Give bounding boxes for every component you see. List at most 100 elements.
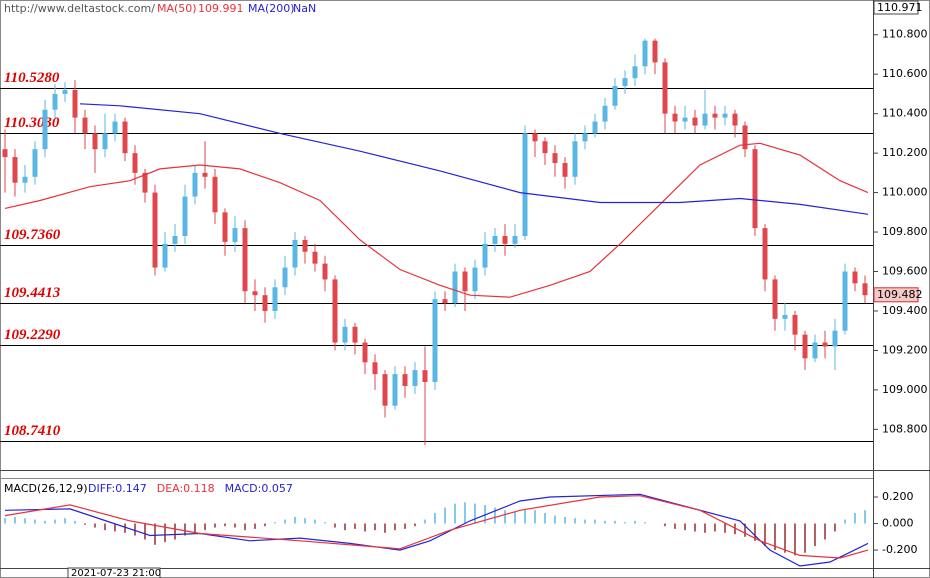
- candle-body: [642, 40, 648, 67]
- candle-body: [282, 267, 288, 288]
- candle-body: [532, 133, 538, 142]
- candle-body: [632, 66, 638, 79]
- candle-body: [172, 235, 178, 244]
- candle-body: [212, 176, 218, 213]
- top-price: 110.971: [877, 1, 923, 14]
- candle-body: [32, 149, 38, 177]
- candle-body: [312, 251, 318, 264]
- y-tick-label: 110.000: [882, 186, 928, 199]
- candle-body: [272, 287, 278, 311]
- candle-body: [602, 105, 608, 122]
- line-ma-50: [4, 142, 869, 298]
- candle-body: [462, 271, 468, 292]
- y-tick-label: 0.000: [882, 517, 914, 530]
- candle-body: [62, 89, 68, 94]
- candle-body: [432, 299, 438, 383]
- y-tick-label: 109.000: [882, 383, 928, 396]
- candle-body: [402, 374, 408, 386]
- y-tick-label: 110.200: [882, 146, 928, 159]
- source: http://www.deltastock.com/: [4, 2, 155, 15]
- y-tick-label: 108.800: [882, 422, 928, 435]
- candle-body: [852, 271, 858, 284]
- y-tick-label: 109.400: [882, 304, 928, 317]
- candle-body: [412, 370, 418, 386]
- level-label: 109.7360: [4, 227, 61, 243]
- candle-body: [552, 153, 558, 163]
- candle-body: [342, 326, 348, 343]
- y-tick-label: 109.800: [882, 225, 928, 238]
- candle-body: [192, 172, 198, 197]
- candle-body: [702, 113, 708, 126]
- candle-body: [622, 78, 628, 87]
- candle-body: [142, 172, 148, 193]
- candle-body: [722, 113, 728, 118]
- candle-body: [802, 334, 808, 359]
- candle-body: [542, 141, 548, 154]
- candle-body: [92, 133, 98, 150]
- candle-body: [692, 117, 698, 126]
- candle-body: [82, 117, 88, 134]
- y-tick-label: 109.600: [882, 265, 928, 278]
- candle-body: [832, 330, 838, 347]
- candle-body: [352, 326, 358, 343]
- candle-body: [512, 235, 518, 244]
- candle-body: [72, 89, 78, 118]
- top-price-box: [873, 0, 919, 15]
- candle-body: [122, 121, 128, 154]
- indicator-value: 109.991: [198, 2, 244, 15]
- candle-body: [522, 133, 528, 236]
- candle-body: [772, 279, 778, 319]
- candle-body: [712, 113, 718, 118]
- candle-body: [762, 228, 768, 280]
- level-label: 109.4413: [4, 285, 61, 301]
- candle-body: [322, 263, 328, 280]
- candle-body: [332, 279, 338, 343]
- candle-body: [262, 295, 268, 311]
- candle-body: [2, 149, 8, 158]
- y-tick-label: 109.200: [882, 343, 928, 356]
- candle-body: [842, 271, 848, 331]
- candle-body: [22, 176, 28, 183]
- last-price: 109.482: [877, 288, 923, 301]
- candle-body: [132, 153, 138, 173]
- candle-body: [792, 314, 798, 335]
- candle-body: [442, 299, 448, 304]
- indicator-label: MA(50): [157, 2, 197, 15]
- candle-body: [302, 239, 308, 252]
- indicator-value: NaN: [293, 2, 316, 15]
- y-tick-label: -0.200: [882, 543, 917, 556]
- candle-body: [372, 362, 378, 375]
- candle-body: [592, 121, 598, 134]
- y-tick-label: 110.400: [882, 107, 928, 120]
- candle-body: [112, 121, 118, 134]
- last-price-box: [873, 287, 919, 303]
- candle-body: [732, 113, 738, 126]
- date-box: [67, 567, 161, 578]
- candle-body: [162, 243, 168, 268]
- candle-body: [502, 235, 508, 244]
- y-tick-label: 0.200: [882, 490, 914, 503]
- level-label: 110.5280: [4, 70, 60, 86]
- candle-body: [12, 157, 18, 183]
- candle-body: [202, 172, 208, 177]
- candle-body: [612, 86, 618, 106]
- candle-body: [102, 133, 108, 150]
- candle-body: [682, 117, 688, 122]
- line-dea: [4, 495, 869, 559]
- candle-body: [562, 162, 568, 177]
- candle-body: [472, 267, 478, 292]
- candle-body: [822, 342, 828, 347]
- level-label: 108.7410: [4, 423, 61, 439]
- candle-body: [482, 243, 488, 268]
- candle-body: [292, 239, 298, 268]
- candle-body: [392, 374, 398, 406]
- candle-body: [492, 235, 498, 244]
- legend-entry: DEA:0.118: [157, 482, 215, 495]
- candle-body: [422, 370, 428, 383]
- candle-body: [572, 141, 578, 177]
- line-ma-200: [79, 103, 869, 215]
- macd-label: MACD(26,12,9): [4, 482, 88, 495]
- date-label: 2021-07-23 21:00: [71, 568, 161, 578]
- candle-body: [742, 125, 748, 150]
